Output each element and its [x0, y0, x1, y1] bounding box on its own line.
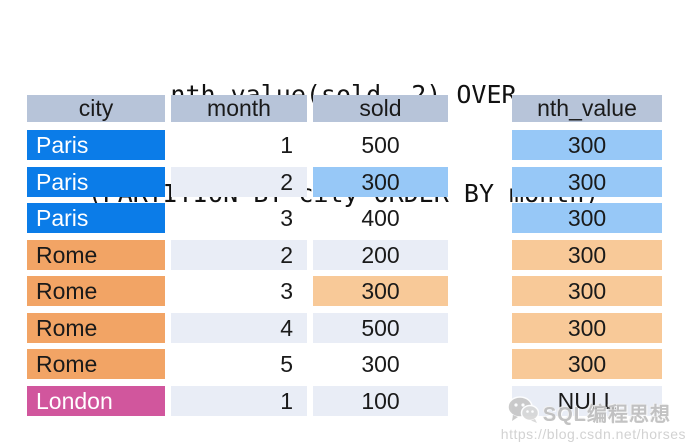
table-row: Rome 5 300 300: [27, 349, 662, 379]
result-table: city month sold nth_value Paris 1 500 300 Paris 2…: [27, 95, 662, 422]
column-header-month: month: [171, 95, 307, 122]
cell-month: 5: [280, 351, 293, 377]
cell-month: 1: [280, 132, 293, 158]
cell-month: 3: [280, 278, 293, 304]
cell-month: 3: [280, 205, 293, 231]
cell-nth-value: 300: [512, 203, 662, 233]
cell-city: Rome: [27, 239, 165, 270]
cell-nth-value: 300: [512, 312, 662, 343]
cell-sold: 100: [313, 385, 448, 416]
cell-month: 2: [171, 166, 307, 197]
table-row: Paris 3 400 300: [27, 203, 662, 233]
cell-nth-value: 300: [512, 349, 662, 379]
column-header-nth_value: nth_value: [512, 95, 662, 122]
cell-city: Paris: [27, 203, 165, 233]
cell-city: Rome: [27, 312, 165, 343]
cell-city: Paris: [27, 130, 165, 160]
table-row: Rome 4 500 300: [27, 312, 662, 343]
table-header-row: city month sold nth_value: [27, 95, 662, 122]
cell-city: London: [27, 385, 165, 416]
column-header-sold: sold: [313, 95, 448, 122]
cell-month: 4: [171, 312, 307, 343]
cell-sold: 300: [361, 351, 400, 377]
cell-sold: 500: [313, 312, 448, 343]
watermark-brand-row: SQL编程思想: [501, 396, 671, 428]
cell-sold: 300: [313, 276, 448, 306]
cell-city: Paris: [27, 166, 165, 197]
cell-sold: 500: [361, 132, 400, 158]
watermark: SQL编程思想 https://blog.csdn.net/horses: [501, 396, 687, 442]
cell-nth-value: 300: [512, 166, 662, 197]
table-row: Paris 1 500 300: [27, 130, 662, 160]
table-row: Rome 2 200 300: [27, 239, 662, 270]
cell-sold: 200: [313, 239, 448, 270]
cell-sold: 300: [313, 166, 448, 197]
cell-month: 1: [171, 385, 307, 416]
table-row: Rome 3 300 300: [27, 276, 662, 306]
cell-city: Rome: [27, 276, 165, 306]
watermark-brand-text: SQL编程思想: [542, 403, 671, 426]
table-row: London 1 100 NULL: [27, 385, 662, 416]
wechat-icon: [507, 396, 540, 428]
watermark-url: https://blog.csdn.net/horses: [500, 426, 686, 442]
cell-nth-value: 300: [512, 239, 662, 270]
table-row: Paris 2 300 300: [27, 166, 662, 197]
cell-nth-value: 300: [512, 130, 662, 160]
cell-month: 2: [171, 239, 307, 270]
cell-city: Rome: [27, 349, 165, 379]
cell-sold: 400: [361, 205, 400, 231]
column-header-city: city: [27, 95, 165, 122]
cell-nth-value: 300: [512, 276, 662, 306]
